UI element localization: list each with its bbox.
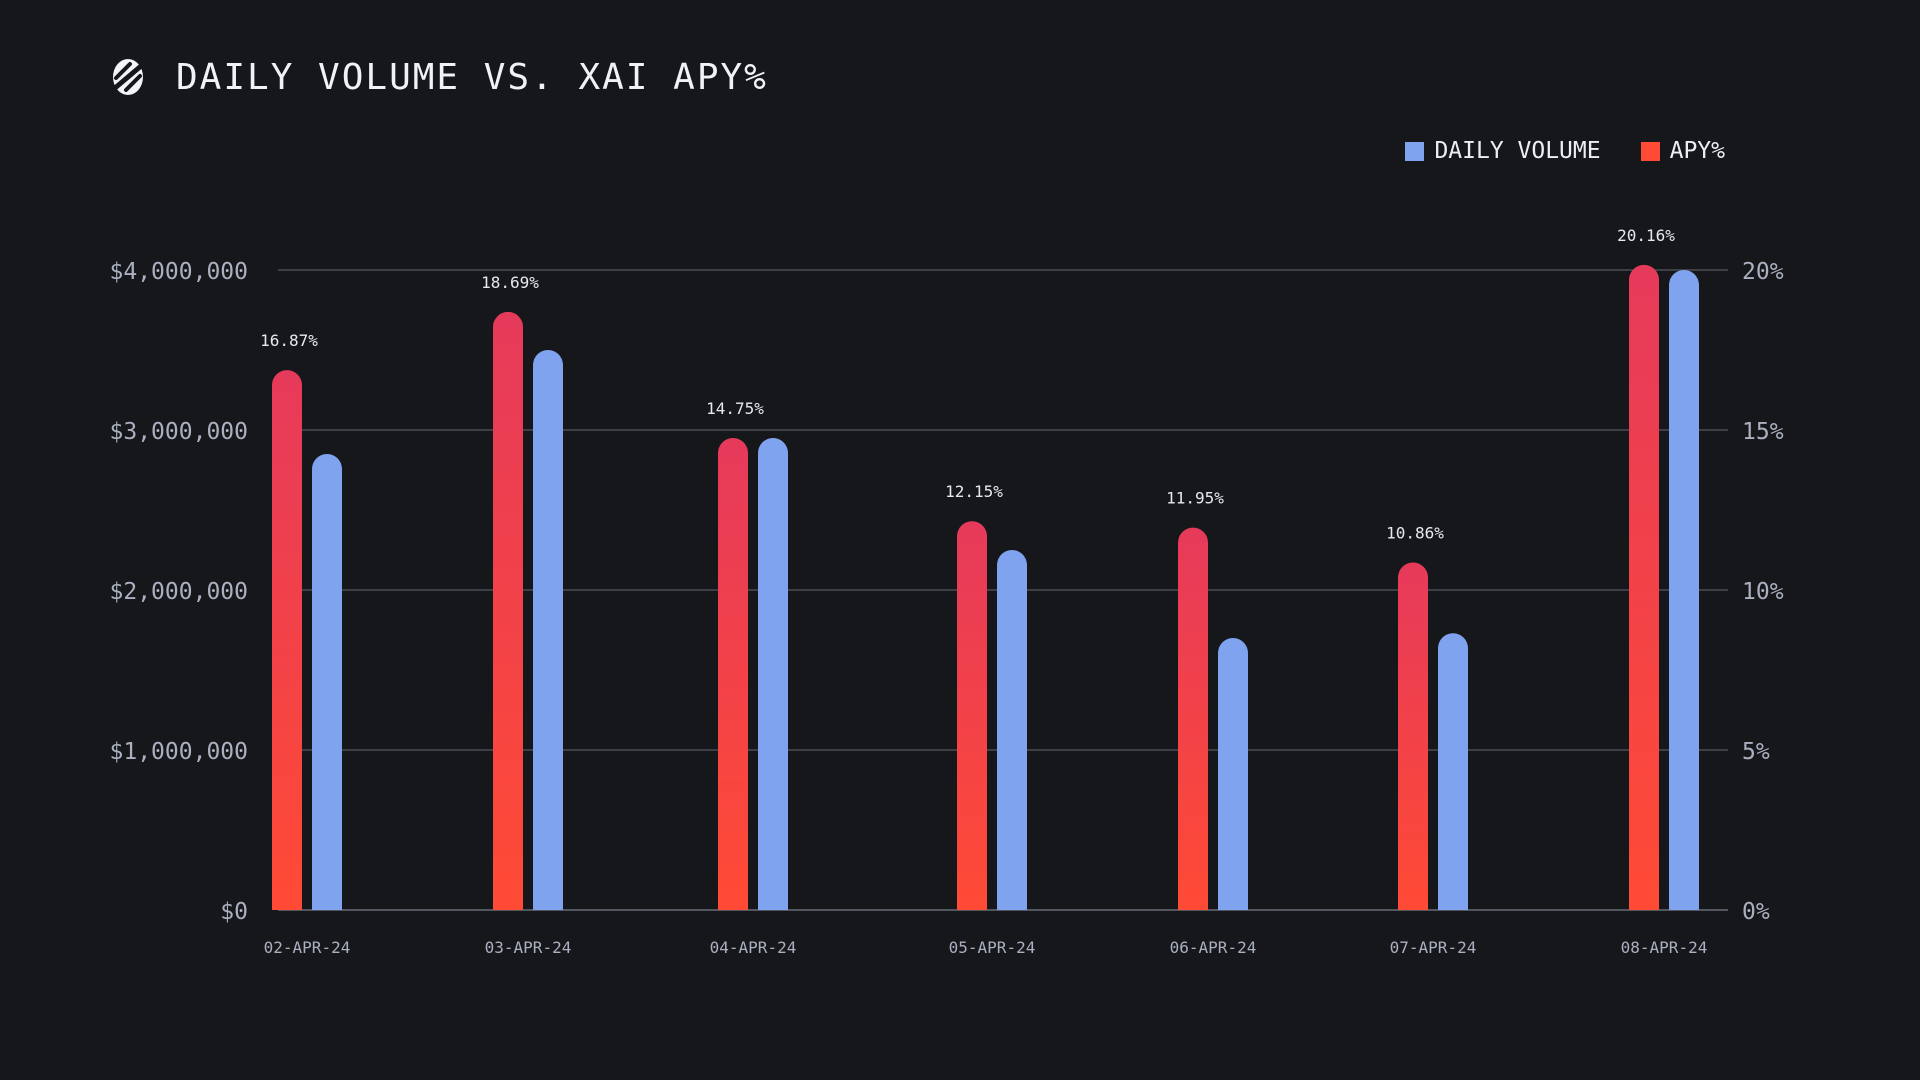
apy-data-label: 10.86% — [1386, 523, 1444, 542]
bars — [272, 264, 1699, 911]
category-label: 05-APR-24 — [949, 938, 1036, 957]
category-label: 08-APR-24 — [1621, 938, 1708, 957]
apy-bar — [1178, 527, 1208, 910]
apy-bar — [1398, 562, 1428, 910]
title-bar: DAILY VOLUME VS. XAI APY% — [110, 56, 768, 98]
chart-title: DAILY VOLUME VS. XAI APY% — [176, 56, 768, 98]
apy-data-label: 18.69% — [481, 273, 539, 292]
legend-swatch-apy — [1640, 141, 1660, 161]
volume-bar — [758, 438, 788, 910]
apy-data-label: 14.75% — [706, 399, 764, 418]
apy-data-labels: 16.87% 18.69% 14.75% 12.15% 11.95% 10.86% 20.1… — [260, 226, 1675, 543]
category-label: 06-APR-24 — [1170, 938, 1257, 957]
left-axis: $0 $1,000,000 $2,000,000 $3,000,000 $4,000,0… — [110, 259, 248, 925]
legend-label-volume: DAILY VOLUME — [1434, 138, 1601, 164]
legend-swatch-volume — [1405, 141, 1425, 161]
right-tick-label: 5% — [1742, 739, 1770, 765]
apy-data-label: 12.15% — [945, 482, 1003, 501]
legend-item-volume: DAILY VOLUME — [1405, 138, 1601, 164]
right-tick-label: 10% — [1742, 579, 1784, 605]
right-tick-label: 0% — [1742, 899, 1770, 925]
left-tick-label: $0 — [220, 899, 248, 925]
left-tick-label: $1,000,000 — [110, 739, 248, 765]
chart-legend: DAILY VOLUME APY% — [1405, 138, 1725, 164]
volume-bar — [997, 550, 1027, 910]
apy-bar — [1629, 264, 1659, 911]
apy-data-label: 11.95% — [1166, 489, 1224, 508]
apy-bar — [957, 521, 987, 910]
apy-data-label: 16.87% — [260, 331, 318, 350]
volume-bar — [312, 454, 342, 910]
brand-s-logo-icon — [112, 59, 144, 95]
category-axis: 02-APR-24 03-APR-24 04-APR-24 05-APR-24 06-A… — [264, 938, 1708, 957]
volume-bar — [533, 350, 563, 910]
apy-bar — [272, 370, 302, 910]
category-label: 07-APR-24 — [1390, 938, 1477, 957]
apy-data-label: 20.16% — [1617, 226, 1675, 245]
category-label: 04-APR-24 — [710, 938, 797, 957]
category-label: 03-APR-24 — [485, 938, 572, 957]
legend-item-apy: APY% — [1640, 138, 1725, 164]
right-axis: 0% 5% 10% 15% 20% — [1742, 259, 1784, 925]
volume-bar — [1438, 633, 1468, 910]
category-label: 02-APR-24 — [264, 938, 351, 957]
apy-bar — [718, 438, 748, 910]
left-tick-label: $3,000,000 — [110, 419, 248, 445]
left-tick-label: $4,000,000 — [110, 259, 248, 285]
volume-bar — [1669, 270, 1699, 910]
legend-label-apy: APY% — [1669, 138, 1725, 164]
right-tick-label: 15% — [1742, 419, 1784, 445]
apy-bar — [493, 311, 523, 910]
volume-bar — [1218, 638, 1248, 910]
right-tick-label: 20% — [1742, 259, 1784, 285]
left-tick-label: $2,000,000 — [110, 579, 248, 605]
